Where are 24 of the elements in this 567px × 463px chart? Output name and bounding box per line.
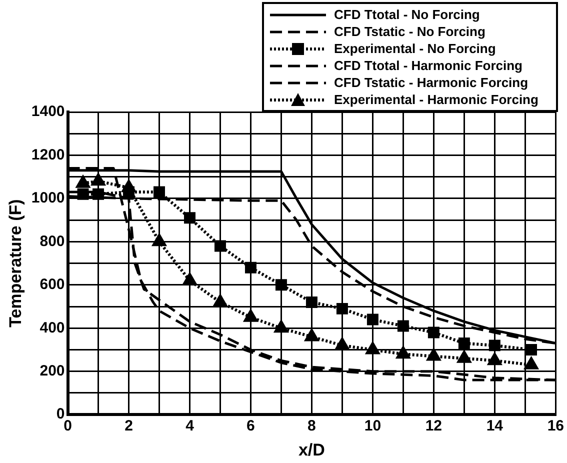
y-tick-label: 800 xyxy=(40,232,65,250)
y-tick-label: 200 xyxy=(40,362,65,380)
x-tick-label: 6 xyxy=(246,418,255,435)
legend-label: CFD Ttotal - No Forcing xyxy=(334,7,480,22)
y-tick-label: 1000 xyxy=(31,190,65,207)
x-tick-label: 8 xyxy=(308,418,316,435)
y-tick-label: 1200 xyxy=(31,146,65,164)
y-tick-label: 1400 xyxy=(31,103,65,120)
legend-label: CFD Ttotal - Harmonic Forcing xyxy=(334,58,522,73)
x-tick-label: 10 xyxy=(364,418,382,435)
y-tick-label: 600 xyxy=(40,276,65,294)
x-axis-title: x/D xyxy=(298,440,325,460)
y-tick-label: 0 xyxy=(56,406,65,423)
x-tick-label: 12 xyxy=(425,418,442,435)
y-tick-label: 400 xyxy=(40,319,65,336)
legend-label: CFD Tstatic - No Forcing xyxy=(334,24,486,39)
legend-label: Experimental - No Forcing xyxy=(334,41,496,56)
x-tick-label: 4 xyxy=(186,418,195,435)
x-tick-label: 14 xyxy=(486,418,504,435)
legend-label: CFD Tstatic - Harmonic Forcing xyxy=(334,75,528,90)
x-tick-label: 16 xyxy=(547,418,564,435)
legend-label: Experimental - Harmonic Forcing xyxy=(334,92,538,107)
y-axis-title: Temperature (F) xyxy=(6,199,25,328)
x-tick-label: 2 xyxy=(124,418,133,435)
